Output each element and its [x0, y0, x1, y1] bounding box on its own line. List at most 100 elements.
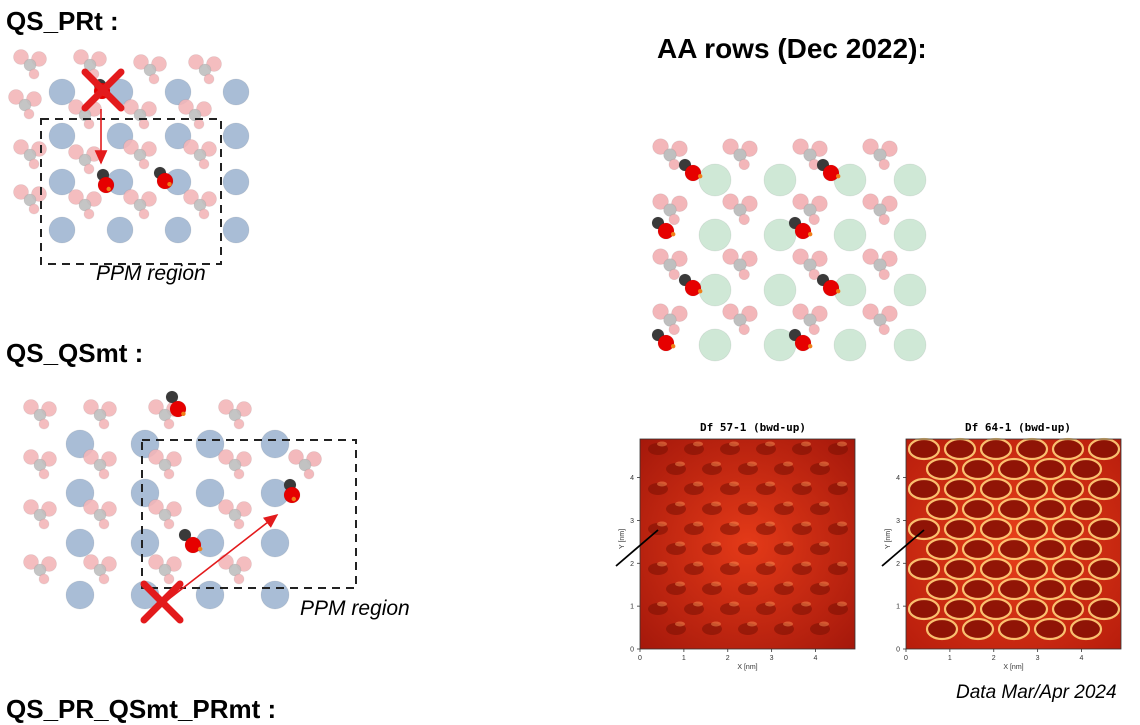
afm-feature	[693, 441, 703, 447]
afm-feature	[828, 523, 848, 535]
afm-feature	[1015, 517, 1049, 541]
oxygen-atom	[163, 573, 175, 585]
afm-feature	[747, 501, 757, 507]
co-carbon-atom	[178, 528, 192, 542]
co-oxygen-atom	[684, 164, 702, 182]
afm-feature	[810, 463, 830, 475]
afm-feature	[774, 543, 794, 555]
y-axis-label: Y [nm]	[619, 529, 626, 549]
oxygen-atom	[23, 108, 35, 120]
green-substrate-atom	[893, 273, 927, 307]
copper-atom	[65, 478, 95, 508]
afm-feature	[997, 577, 1031, 601]
oxygen-atom	[303, 468, 315, 480]
co-oxygen-atom	[684, 279, 702, 297]
copper-atom	[130, 528, 160, 558]
afm-feature	[1033, 617, 1067, 641]
afm-feature	[684, 563, 704, 575]
afm-feature	[979, 557, 1013, 581]
oxygen-atom	[163, 518, 175, 530]
afm-feature	[675, 581, 685, 587]
oxygen-atom	[148, 449, 164, 465]
oxygen-atom	[862, 193, 879, 210]
co-oxygen-atom	[657, 222, 675, 240]
afm-feature	[783, 621, 793, 627]
oxygen-atom	[138, 208, 150, 220]
y-tick-label: 0	[630, 647, 634, 654]
afm-feature	[837, 481, 847, 487]
oxygen-atom	[808, 323, 820, 336]
oxygen-atom	[218, 499, 234, 515]
h-bond-dot	[198, 546, 203, 552]
oxygen-atom	[83, 399, 99, 415]
afm-feature	[1069, 497, 1103, 521]
oxygen-atom	[28, 68, 40, 80]
afm-feature	[979, 437, 1013, 461]
oxygen-atom	[652, 248, 669, 265]
afm-feature	[961, 577, 995, 601]
oxygen-atom	[792, 193, 809, 210]
co-oxygen-atom	[283, 486, 301, 504]
afm-feature	[756, 483, 776, 495]
afm-feature	[756, 603, 776, 615]
co-oxygen-atom	[822, 164, 840, 182]
y-tick-label: 2	[896, 561, 900, 568]
afm-feature	[997, 497, 1031, 521]
x-tick-label: 2	[726, 655, 730, 662]
oxygen-atom	[148, 399, 164, 415]
oxygen-atom	[233, 573, 245, 585]
heading-qs-qsmt: QS_QSmt :	[6, 338, 144, 368]
oxygen-atom	[198, 208, 210, 220]
afm-feature	[675, 461, 685, 467]
oxygen-atom	[83, 163, 95, 175]
afm-feature	[1051, 557, 1085, 581]
oxygen-atom	[203, 73, 215, 85]
afm-feature	[657, 441, 667, 447]
afm-frame	[905, 438, 1122, 650]
afm-feature	[783, 461, 793, 467]
oxygen-atom	[878, 158, 890, 171]
afm-feature	[837, 441, 847, 447]
afm-feature	[720, 523, 740, 535]
afm-feature	[792, 483, 812, 495]
afm-feature	[765, 561, 775, 567]
afm-feature	[819, 501, 829, 507]
oxygen-atom	[738, 323, 750, 336]
afm-feature	[810, 543, 830, 555]
oxygen-atom	[163, 468, 175, 480]
x-axis-label: X [nm]	[1003, 664, 1023, 671]
oxygen-atom	[652, 193, 669, 210]
afm-feature	[1087, 517, 1121, 541]
oxygen-atom	[83, 208, 95, 220]
h-bond-dot	[167, 182, 172, 187]
green-substrate-atom	[893, 328, 927, 362]
green-substrate-atom	[698, 218, 732, 252]
oxygen-atom	[38, 518, 50, 530]
afm-feature	[702, 583, 722, 595]
oxygen-atom	[28, 158, 40, 170]
y-tick-label: 1	[630, 604, 634, 611]
afm-feature	[1033, 497, 1067, 521]
afm-feature	[666, 543, 686, 555]
afm-feature	[792, 443, 812, 455]
afm-feature	[747, 461, 757, 467]
afm-feature	[738, 543, 758, 555]
oxygen-atom	[148, 554, 164, 570]
afm-feature	[657, 601, 667, 607]
afm-feature	[907, 437, 941, 461]
afm-feature	[961, 537, 995, 561]
oxygen-atom	[878, 268, 890, 281]
afm-feature	[657, 481, 667, 487]
afm-feature	[907, 597, 941, 621]
green-substrate-atom	[698, 328, 732, 362]
h-bond-dot	[291, 496, 296, 502]
oxygen-atom	[738, 158, 750, 171]
afm-feature	[979, 477, 1013, 501]
afm-feature	[819, 541, 829, 547]
afm-feature	[756, 563, 776, 575]
afm-feature	[783, 501, 793, 507]
h-bond-dot	[836, 289, 841, 294]
afm-feature	[792, 563, 812, 575]
afm-title-1: Df 57-1 (bwd-up)	[700, 421, 806, 434]
oxygen-atom	[878, 213, 890, 226]
